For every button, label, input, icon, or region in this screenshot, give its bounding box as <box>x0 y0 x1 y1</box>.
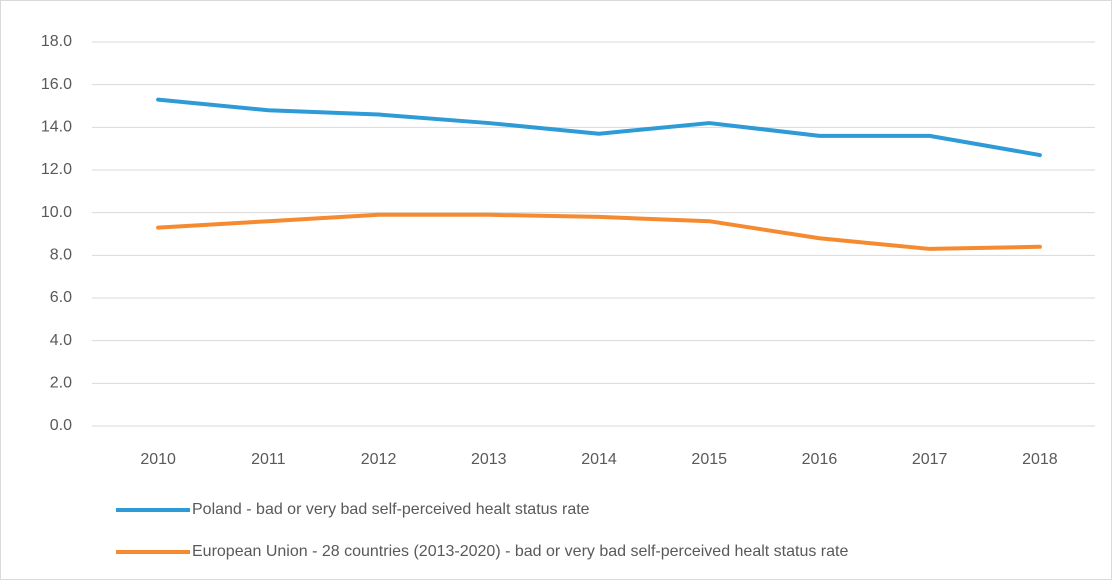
legend-label: European Union - 28 countries (2013-2020… <box>192 543 848 560</box>
y-tick-label: 18.0 <box>41 33 72 50</box>
legend-label: Poland - bad or very bad self-perceived … <box>192 501 590 518</box>
y-tick-label: 0.0 <box>50 417 72 434</box>
y-tick-label: 14.0 <box>41 119 72 136</box>
x-tick-label: 2012 <box>361 451 397 468</box>
x-tick-label: 2010 <box>140 451 176 468</box>
x-tick-label: 2017 <box>912 451 948 468</box>
x-tick-label: 2018 <box>1022 451 1058 468</box>
series-line <box>156 212 1042 251</box>
x-tick-label: 2016 <box>802 451 838 468</box>
y-tick-label: 10.0 <box>41 204 72 221</box>
y-tick-label: 12.0 <box>41 161 72 178</box>
y-tick-label: 6.0 <box>50 289 72 306</box>
x-tick-label: 2013 <box>471 451 507 468</box>
series-line <box>156 97 1042 158</box>
y-tick-label: 8.0 <box>50 247 72 264</box>
y-tick-label: 4.0 <box>50 332 72 349</box>
x-tick-label: 2015 <box>691 451 727 468</box>
y-tick-label: 16.0 <box>41 76 72 93</box>
x-tick-label: 2011 <box>251 451 286 468</box>
x-tick-label: 2014 <box>581 451 617 468</box>
y-tick-label: 2.0 <box>50 375 72 392</box>
